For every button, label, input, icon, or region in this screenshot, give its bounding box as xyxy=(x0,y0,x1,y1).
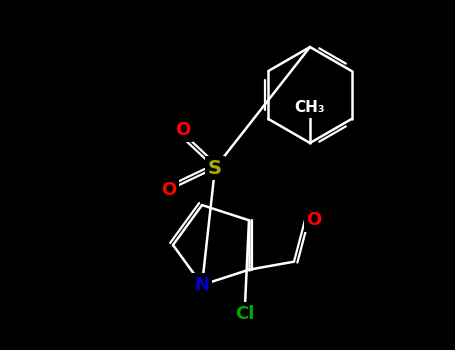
Text: Cl: Cl xyxy=(235,305,255,323)
Text: O: O xyxy=(175,121,191,139)
Text: O: O xyxy=(306,211,322,229)
Text: O: O xyxy=(162,181,177,199)
Text: S: S xyxy=(208,159,222,177)
Text: CH₃: CH₃ xyxy=(295,100,325,116)
Text: N: N xyxy=(195,276,209,294)
